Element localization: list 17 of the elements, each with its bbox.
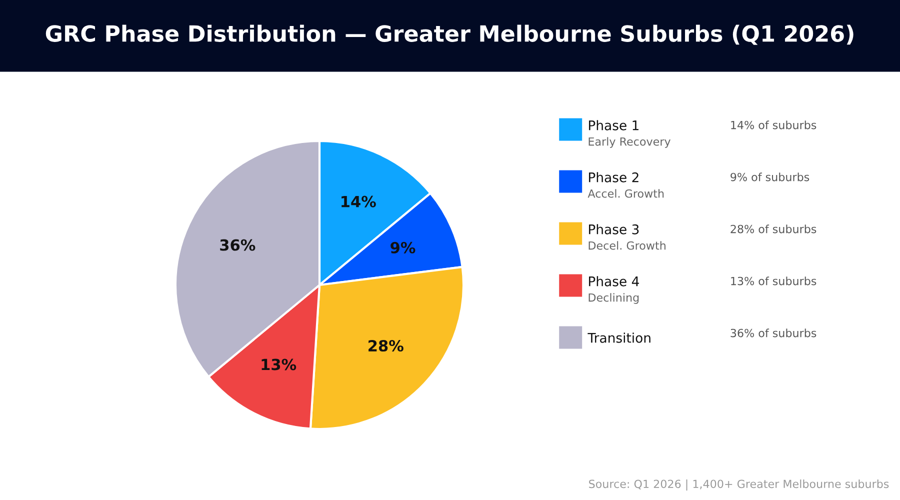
legend-label: Phase 2 Accel. Growth xyxy=(588,172,664,198)
data-label: 9% xyxy=(390,242,416,254)
text: 13% of suburbs xyxy=(731,276,816,286)
data-label: 28% xyxy=(368,340,404,352)
text: 28% of suburbs xyxy=(730,224,816,234)
data-label: 36% xyxy=(220,239,256,251)
chart-title: GRC Phase Distribution — Greater Melbourne Suburbs (Q1 2026) xyxy=(46,24,854,45)
text: 9% of suburbs xyxy=(730,172,810,182)
legend-label: Phase 4 Declining xyxy=(588,276,639,304)
legend-label: Phase 3 Decel. Growth xyxy=(588,224,666,250)
legend-label: Phase 1 Early Recovery xyxy=(588,120,670,148)
text: 36% of suburbs xyxy=(730,328,816,338)
data-label: 13% xyxy=(262,358,296,370)
text: 14% of suburbs xyxy=(731,120,816,130)
legend-label: Transition xyxy=(588,332,650,343)
source-note: Source: Q1 2026 | 1,400+ Greater Melbourne suburbs xyxy=(589,479,889,491)
data-label: 14% xyxy=(342,196,376,208)
